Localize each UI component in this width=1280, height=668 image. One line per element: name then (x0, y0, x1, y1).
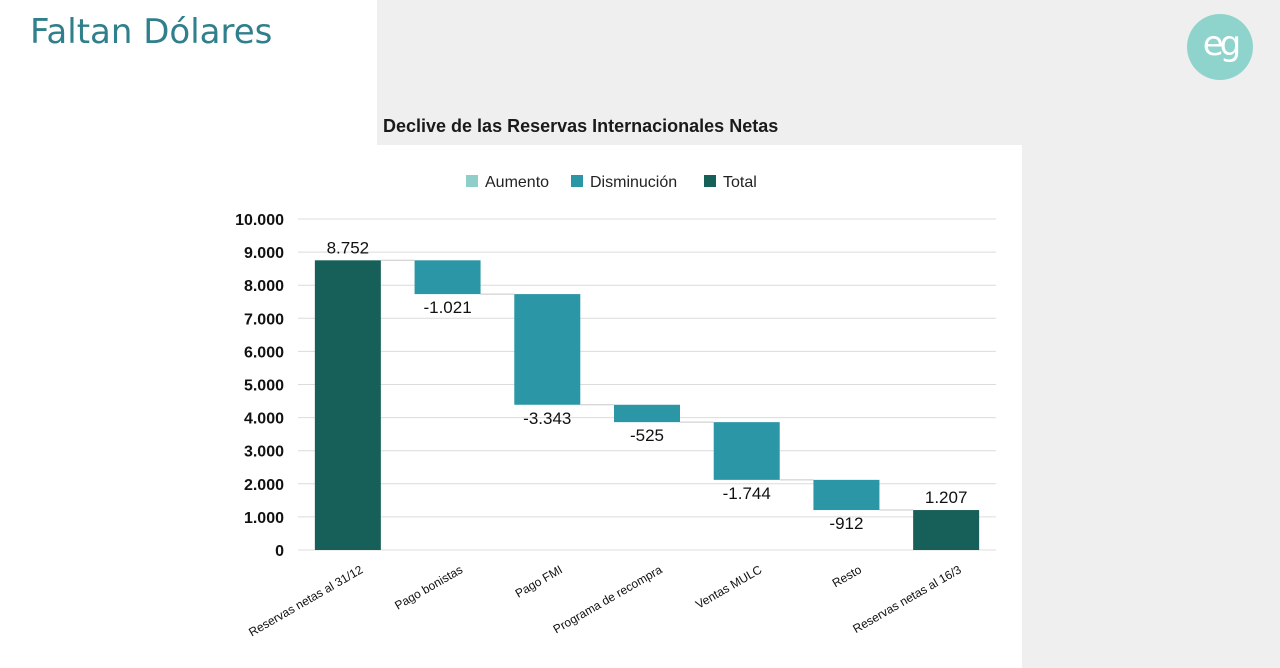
value-label-5: -912 (829, 514, 863, 533)
x-tick-label-0: Reservas netas al 31/12 (246, 562, 365, 639)
value-label-4: -1.744 (723, 484, 771, 503)
y-tick-label-2: 2.000 (244, 477, 284, 494)
value-label-0: 8.752 (327, 238, 370, 257)
eg-logo-icon: eg (1187, 14, 1253, 80)
y-tick-label-9: 9.000 (244, 245, 284, 262)
logo-text: eg (1202, 24, 1241, 64)
y-tick-label-7: 7.000 (244, 311, 284, 328)
x-axis-ticks: Reservas netas al 31/12 Pago bonistas Pago… (246, 562, 964, 639)
x-tick-label-1: Pago bonistas (392, 562, 465, 612)
bar-5 (813, 479, 880, 511)
x-tick-label-4: Ventas MULC (693, 562, 764, 611)
legend-label-0: Aumento (485, 174, 549, 191)
slide-title: Faltan Dólares (30, 12, 273, 52)
y-tick-label-5: 5.000 (244, 378, 284, 395)
bar-connectors (380, 259, 914, 511)
legend-label-1: Disminución (590, 174, 677, 191)
y-tick-label-0: 0 (275, 543, 284, 560)
value-label-2: -3.343 (523, 409, 571, 428)
bar-2 (514, 294, 581, 405)
bar-4 (713, 422, 780, 480)
bar-6 (913, 510, 980, 550)
value-label-1: -1.021 (423, 298, 471, 317)
y-tick-label-6: 6.000 (244, 344, 284, 361)
x-tick-label-2: Pago FMI (513, 562, 565, 600)
value-label-6: 1.207 (925, 488, 968, 507)
value-labels: 8.752 -1.021 -3.343 -525 -1.744 -912 1.207 (327, 238, 968, 533)
legend-swatch-1 (571, 175, 583, 187)
y-tick-label-1: 1.000 (244, 510, 284, 527)
legend-swatch-0 (466, 175, 478, 187)
legend-swatch-2 (704, 175, 716, 187)
x-tick-label-6: Reservas netas al 16/3 (850, 562, 964, 636)
chart-bars (314, 260, 980, 550)
bar-3 (614, 404, 680, 423)
bar-0 (314, 260, 381, 550)
chart-grid (298, 218, 996, 551)
chart-title: Declive de las Reservas Internacionales … (383, 116, 779, 136)
y-tick-label-8: 8.000 (244, 278, 284, 295)
y-axis-ticks: 0 1.000 2.000 3.000 4.000 5.000 6.000 7.000 8.00… (235, 212, 284, 560)
x-tick-label-3: Programa de recompra (551, 562, 665, 636)
y-tick-label-10: 10.000 (235, 212, 284, 229)
x-tick-label-5: Resto (830, 562, 864, 590)
y-tick-label-3: 3.000 (244, 444, 284, 461)
bar-1 (414, 260, 481, 295)
value-label-3: -525 (630, 426, 664, 445)
y-tick-label-4: 4.000 (244, 411, 284, 428)
chart-legend: Aumento Disminución Total (466, 174, 757, 191)
legend-label-2: Total (723, 174, 757, 191)
